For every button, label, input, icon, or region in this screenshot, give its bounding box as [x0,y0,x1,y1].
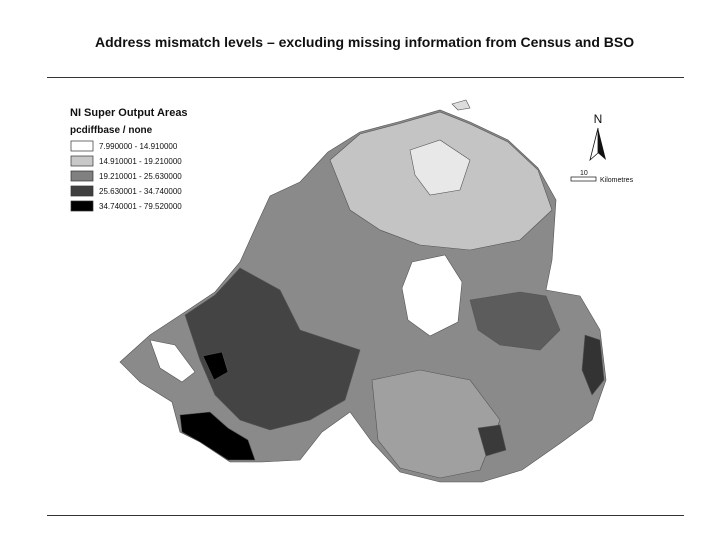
scale-value: 10 [580,170,588,177]
north-arrow-left [589,127,599,162]
legend-swatch [70,170,94,182]
legend-label: 14.910001 - 19.210000 [99,157,182,166]
scale-unit: Kilometres [600,177,634,184]
bottom-rule [47,515,684,516]
north-arrow-right [598,128,606,160]
top-rule [47,77,684,78]
legend-label: 25.630001 - 34.740000 [99,187,182,196]
legend-swatch [70,200,94,212]
legend-title: NI Super Output Areas [70,107,188,119]
legend-swatch [70,185,94,197]
legend-label: 7.990000 - 14.910000 [99,142,178,151]
northwest-light [409,139,471,196]
scale-rect [570,176,597,182]
legend-field: pcdiffbase / none [70,125,153,136]
legend-swatch [70,140,94,152]
scale-bar: 10 Kilometres [570,170,634,184]
rathlin [451,99,471,111]
slide-title: Address mismatch levels – excluding miss… [95,34,635,50]
fermanagh-black [202,351,229,381]
belfast-areas [469,291,561,351]
legend-swatch [70,155,94,167]
mourne-dark [477,424,507,457]
lough-erne [149,339,196,383]
south-areas [371,369,501,479]
north-arrow: N [589,112,606,162]
legend-label: 34.740001 - 79.520000 [99,202,182,211]
east-coast [581,334,605,396]
region-map [119,99,607,483]
southwest-black [179,411,256,461]
west-areas [184,267,361,431]
legend: 7.990000 - 14.910000 14.910001 - 19.21000… [70,140,182,212]
legend-label: 19.210001 - 25.630000 [99,172,182,181]
north-label: N [594,112,603,126]
lough-neagh [401,254,463,337]
